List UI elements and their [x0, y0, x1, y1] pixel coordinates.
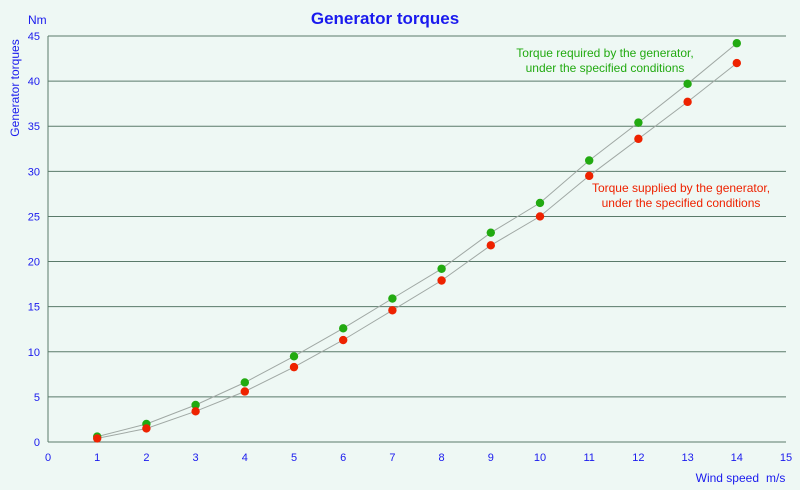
annotation-0-line: Torque required by the generator,	[516, 46, 693, 60]
series-0-point	[634, 118, 643, 127]
x-tick-label: 9	[488, 452, 494, 464]
series-0-point	[732, 39, 741, 48]
y-unit-label: Nm	[28, 13, 47, 27]
x-tick-label: 3	[193, 452, 199, 464]
series-1-point	[634, 134, 643, 144]
series-1-point	[437, 276, 446, 285]
x-tick-label: 14	[731, 452, 743, 464]
series-0-point	[535, 198, 545, 208]
series-1-point	[732, 58, 741, 68]
chart-title: Generator torques	[311, 9, 459, 28]
series-0-point	[191, 400, 200, 410]
x-tick-label: 7	[389, 452, 395, 464]
annotation-1-line: under the specified conditions	[602, 196, 761, 210]
series-1-point	[388, 306, 397, 315]
x-tick-label: 2	[143, 452, 149, 464]
y-axis-label: Generator torques	[8, 39, 22, 136]
series-1-point	[289, 362, 299, 372]
series-0-point	[240, 378, 249, 387]
y-tick-label: 5	[34, 392, 40, 404]
series-0-point	[437, 264, 446, 273]
x-tick-label: 15	[780, 452, 792, 464]
series-0-point	[486, 228, 495, 237]
series-0-point	[683, 79, 692, 89]
series-1-point	[93, 434, 102, 443]
series-1-point	[191, 407, 200, 416]
series-1-curve	[97, 62, 738, 439]
series-curves	[97, 42, 738, 439]
y-tick-label: 30	[28, 166, 40, 178]
y-tick-label: 35	[28, 121, 40, 133]
series-1-point	[142, 424, 151, 433]
series-1-point	[683, 97, 692, 107]
x-tick-label: 13	[681, 452, 693, 464]
series-0-point	[585, 156, 594, 165]
x-tick-label: 11	[583, 452, 594, 464]
y-tick-label: 10	[28, 347, 40, 359]
series-0-point	[289, 352, 299, 361]
x-unit-label: m/s	[766, 471, 785, 485]
series-1-point	[486, 241, 495, 250]
y-tick-label: 20	[28, 257, 40, 269]
x-tick-label: 5	[291, 452, 297, 464]
series-0-point	[388, 294, 397, 303]
series-1-point	[339, 335, 348, 345]
y-tick-label: 25	[28, 211, 40, 223]
x-tick-label: 4	[242, 452, 248, 464]
series-points	[93, 39, 741, 443]
y-tick-label: 15	[28, 302, 40, 314]
series-0-curve	[97, 42, 738, 438]
y-tick-label: 0	[34, 437, 40, 449]
x-tick-label: 12	[632, 452, 644, 464]
x-axis-label: Wind speed	[696, 471, 759, 485]
series-1-point	[240, 387, 249, 396]
series-1-point	[585, 171, 594, 181]
annotations: Torque required by the generator,under t…	[516, 46, 770, 210]
series-1-point	[535, 212, 545, 221]
x-tick-label: 8	[439, 452, 445, 464]
annotation-0-line: under the specified conditions	[526, 61, 685, 75]
x-tick-label: 1	[94, 452, 100, 464]
series-0-point	[339, 324, 348, 333]
y-tick-label: 40	[28, 76, 40, 88]
grid-lines	[48, 35, 786, 398]
annotation-1-line: Torque supplied by the generator,	[592, 181, 770, 195]
x-tick-label: 10	[534, 452, 546, 464]
x-tick-label: 6	[340, 452, 346, 464]
axes	[47, 36, 786, 443]
y-tick-label: 45	[28, 31, 40, 43]
x-tick-label: 0	[45, 452, 51, 464]
